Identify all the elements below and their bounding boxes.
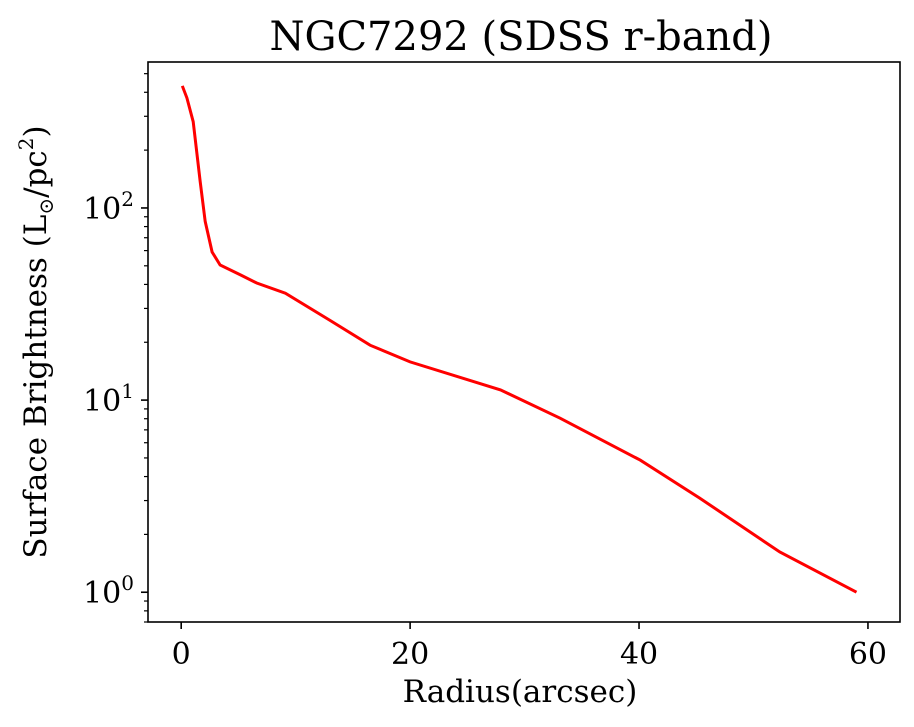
chart-title: NGC7292 (SDSS r-band)	[269, 14, 772, 60]
x-tick-label: 0	[172, 637, 191, 672]
axes: 0 20 40 60 100 101 102	[83, 73, 887, 672]
plot-frame	[147, 61, 901, 623]
y-axis-label: Surface Brightness (L⊙/pc2)	[14, 125, 58, 558]
y-tick-label: 102	[83, 187, 134, 227]
y-tick-label: 100	[83, 571, 134, 611]
x-tick-label: 40	[620, 637, 658, 672]
series-line	[180, 85, 858, 594]
x-tick-label: 60	[849, 637, 887, 672]
y-tick-label: 101	[83, 379, 134, 419]
x-axis-label: Radius(arcsec)	[403, 674, 638, 710]
x-tick-label: 20	[391, 637, 429, 672]
